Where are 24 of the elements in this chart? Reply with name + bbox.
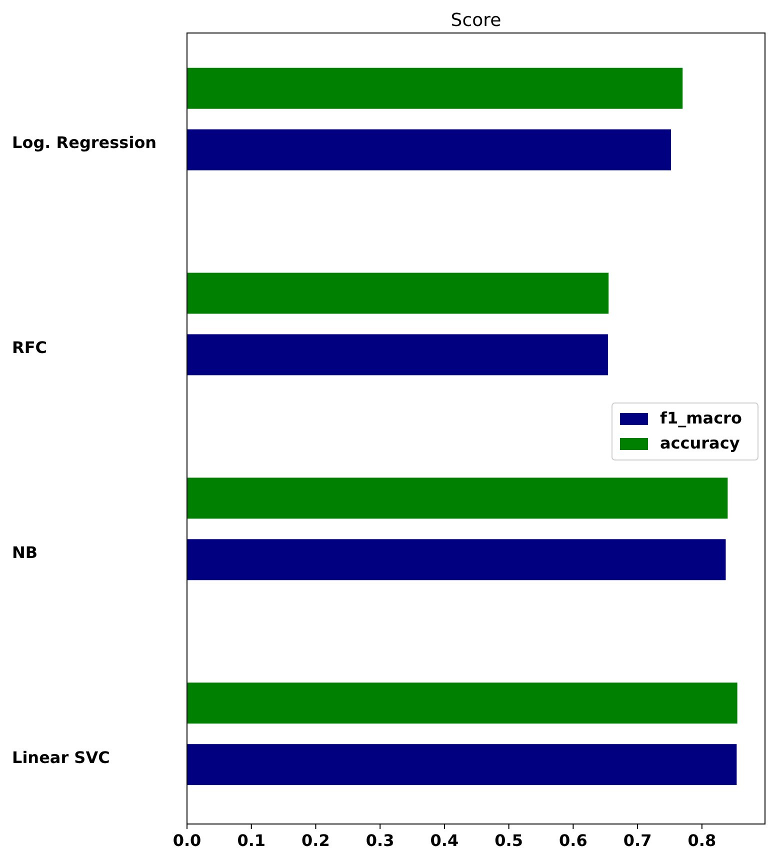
x-tick-label: 0.6 — [559, 831, 588, 850]
bar — [187, 539, 726, 580]
bar — [187, 272, 609, 314]
x-tick-label: 0.3 — [366, 831, 394, 850]
bar — [187, 129, 672, 170]
bar — [187, 478, 728, 519]
bar — [187, 68, 683, 109]
bar — [187, 334, 608, 376]
bar — [187, 744, 737, 786]
y-tick-label: Linear SVC — [12, 748, 110, 767]
x-tick-label: 0.4 — [430, 831, 459, 850]
legend-label: f1_macro — [660, 408, 742, 428]
x-tick-label: 0.1 — [237, 831, 266, 850]
legend-label: accuracy — [660, 433, 740, 452]
bar — [187, 682, 738, 724]
x-tick-label: 0.0 — [172, 831, 202, 850]
x-tick-label: 0.5 — [494, 831, 523, 850]
x-tick-label: 0.7 — [623, 831, 652, 850]
chart-title: Score — [450, 10, 502, 31]
y-tick-label: Log. Regression — [12, 133, 157, 152]
x-tick-label: 0.8 — [688, 831, 716, 850]
y-tick-label: RFC — [12, 338, 47, 358]
x-tick-label: 0.2 — [302, 831, 330, 850]
y-tick-label: NB — [12, 543, 38, 562]
